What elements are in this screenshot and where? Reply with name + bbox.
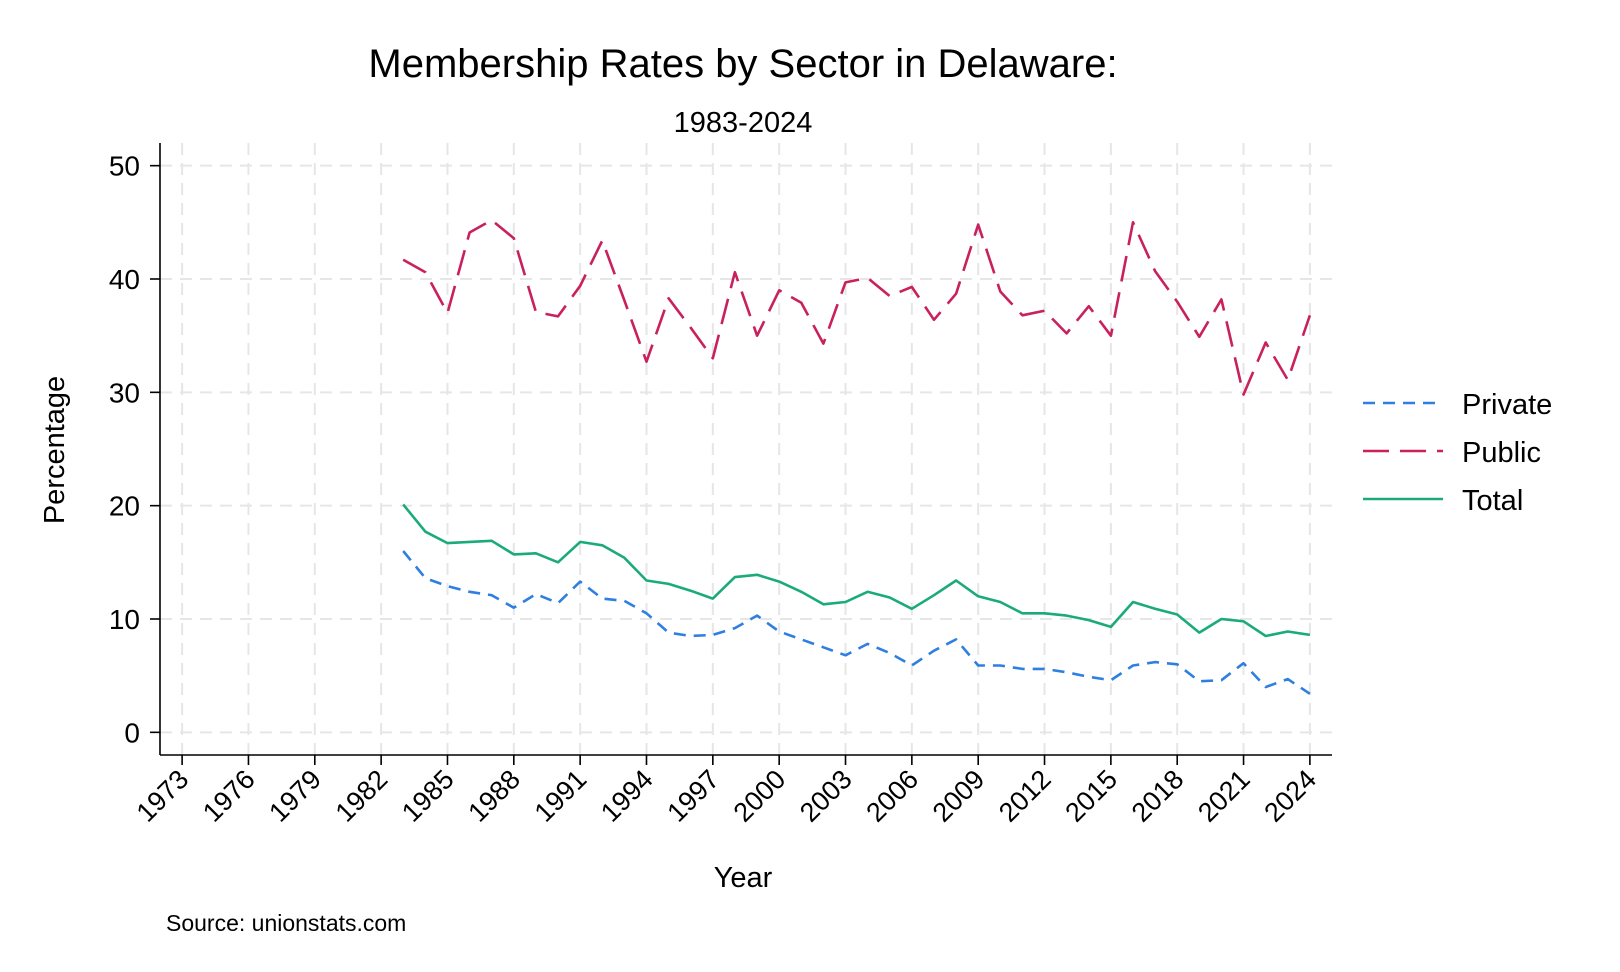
axes [159, 143, 1332, 756]
y-ticks: 0 10 20 30 40 50 [109, 151, 160, 748]
chart-title: Membership Rates by Sector in Delaware: [368, 42, 1117, 86]
series-lines [402, 218, 1312, 695]
legend-item-total: Total [1363, 485, 1523, 517]
y-tick-label: 50 [109, 151, 140, 182]
x-tick-label: 2024 [1258, 764, 1322, 828]
x-tick-label: 1997 [661, 764, 725, 828]
series-line-total [402, 503, 1311, 638]
legend-item-public: Public [1363, 437, 1541, 469]
x-tick-label: 2006 [860, 764, 924, 828]
x-ticks: 1973 1976 1979 1982 1985 1988 1991 1994 1997 2000… [131, 755, 1322, 828]
x-tick-label: 1976 [197, 764, 261, 828]
x-tick-label: 1973 [131, 764, 195, 828]
x-tick-label: 2000 [728, 764, 792, 828]
x-tick-label: 1982 [330, 764, 394, 828]
y-tick-label: 0 [124, 717, 140, 748]
x-axis-label: Year [714, 862, 773, 894]
y-tick-label: 10 [109, 604, 140, 635]
legend-label-total: Total [1462, 485, 1523, 517]
x-tick-label: 2003 [794, 764, 858, 828]
y-tick-label: 20 [109, 491, 140, 522]
legend-label-private: Private [1462, 389, 1552, 421]
grid [160, 143, 1332, 755]
x-tick-label: 2015 [1059, 764, 1123, 828]
x-tick-label: 2018 [1126, 764, 1190, 828]
series-line-public [402, 218, 1312, 396]
source-note: Source: unionstats.com [166, 910, 406, 936]
x-tick-label: 2012 [993, 764, 1057, 828]
x-tick-label: 1979 [263, 764, 327, 828]
legend-label-public: Public [1462, 437, 1541, 469]
y-tick-label: 30 [109, 377, 140, 408]
x-tick-label: 1985 [396, 764, 460, 828]
legend: Private Public Total [1363, 389, 1552, 517]
x-tick-label: 1988 [462, 764, 526, 828]
x-tick-label: 1991 [529, 764, 593, 828]
legend-item-private: Private [1363, 389, 1552, 421]
series-line-private [402, 550, 1311, 695]
y-axis-label: Percentage [39, 376, 71, 524]
x-tick-label: 1994 [595, 764, 659, 828]
y-tick-label: 40 [109, 264, 140, 295]
x-tick-label: 2009 [927, 764, 991, 828]
chart-subtitle: 1983-2024 [674, 107, 813, 139]
x-tick-label: 2021 [1192, 764, 1256, 828]
